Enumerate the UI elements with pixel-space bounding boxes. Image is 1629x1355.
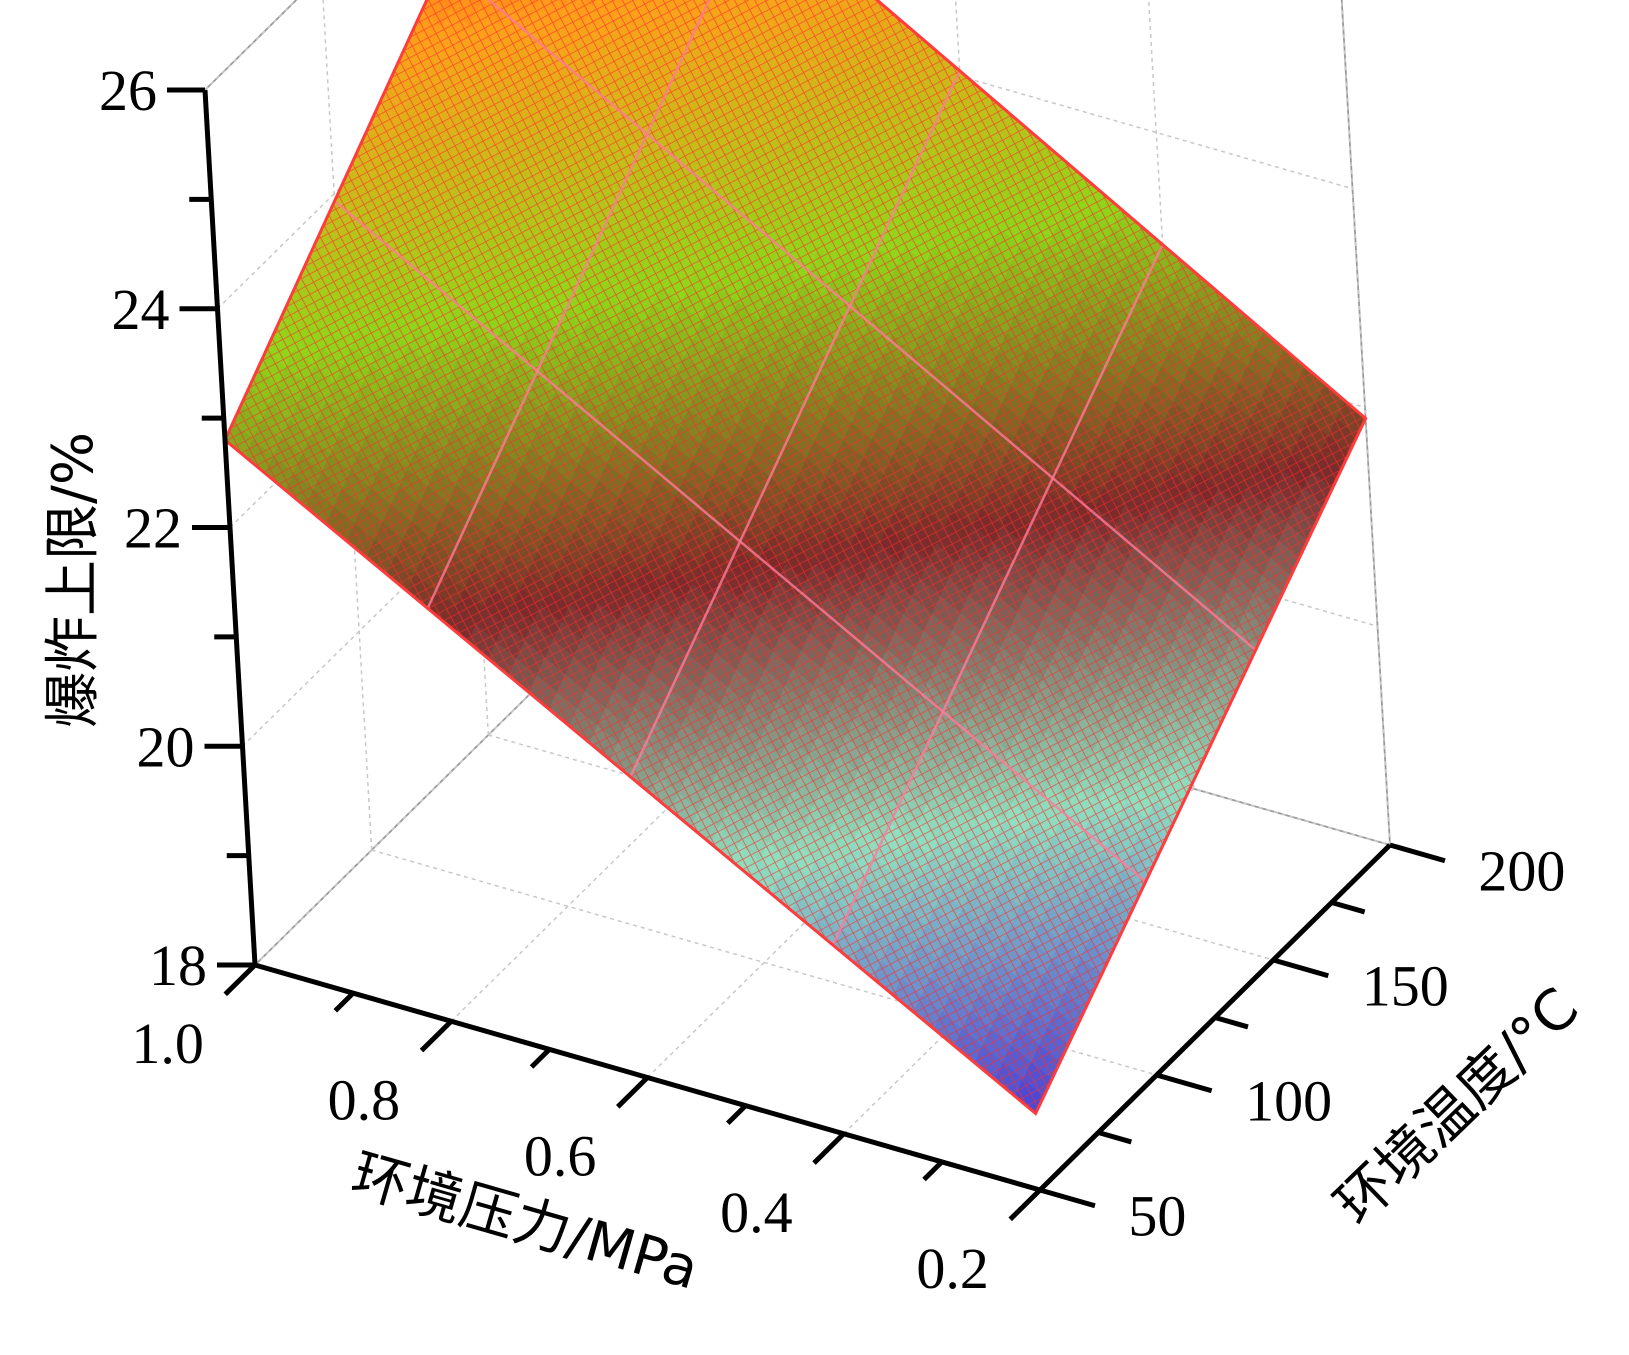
x-tick-label: 0.8	[328, 1067, 401, 1132]
z-tick-label: 26	[99, 58, 157, 123]
surface-wire-pressure	[629, 70, 961, 778]
grid-p-back-wall	[1340, 0, 1391, 846]
y-tick-label: 150	[1362, 954, 1449, 1019]
x-tick-minor	[333, 991, 355, 1013]
x-tick-label: 0.2	[916, 1236, 989, 1301]
x-tick-label: 0.4	[720, 1180, 793, 1245]
x-tick-major	[615, 1075, 650, 1109]
x-tick-major	[812, 1131, 846, 1165]
grid-z-left-wall	[204, 0, 298, 91]
surface	[223, 0, 1368, 1116]
y-tick-minor	[1097, 1130, 1132, 1145]
y-tick-minor	[1214, 1015, 1249, 1030]
z-axis-title: 爆炸上限/%	[41, 432, 106, 728]
surface-mesh	[225, 0, 1366, 1114]
y-tick-label: 100	[1245, 1069, 1332, 1134]
x-tick-minor	[922, 1160, 944, 1182]
surface-edge	[223, 0, 1368, 1116]
surface-wire-pressure	[831, 244, 1164, 946]
x-tick-minor	[529, 1047, 552, 1069]
y-tick-major	[1039, 1187, 1096, 1209]
surface-wire-pressure	[426, 0, 711, 609]
z-tick-label: 22	[124, 496, 182, 561]
x-tick-label: 1.0	[131, 1011, 204, 1076]
y-tick-major	[1389, 842, 1446, 864]
x-tick-label: 0.6	[524, 1124, 597, 1189]
z-tick-label: 18	[149, 933, 207, 998]
x-tick-major	[419, 1019, 454, 1053]
z-tick-label: 24	[112, 277, 170, 342]
grid-t-left-wall	[322, 0, 373, 851]
y-tick-major	[1155, 1072, 1213, 1094]
x-tick-major	[223, 963, 257, 997]
y-tick-label: 200	[1478, 839, 1565, 904]
x-tick-minor	[726, 1103, 748, 1126]
y-tick-major	[1272, 957, 1329, 979]
y-tick-label: 50	[1128, 1184, 1186, 1249]
y-tick-minor	[1330, 900, 1366, 915]
x-tick-major	[1008, 1188, 1042, 1222]
z-tick-label: 20	[137, 714, 195, 779]
